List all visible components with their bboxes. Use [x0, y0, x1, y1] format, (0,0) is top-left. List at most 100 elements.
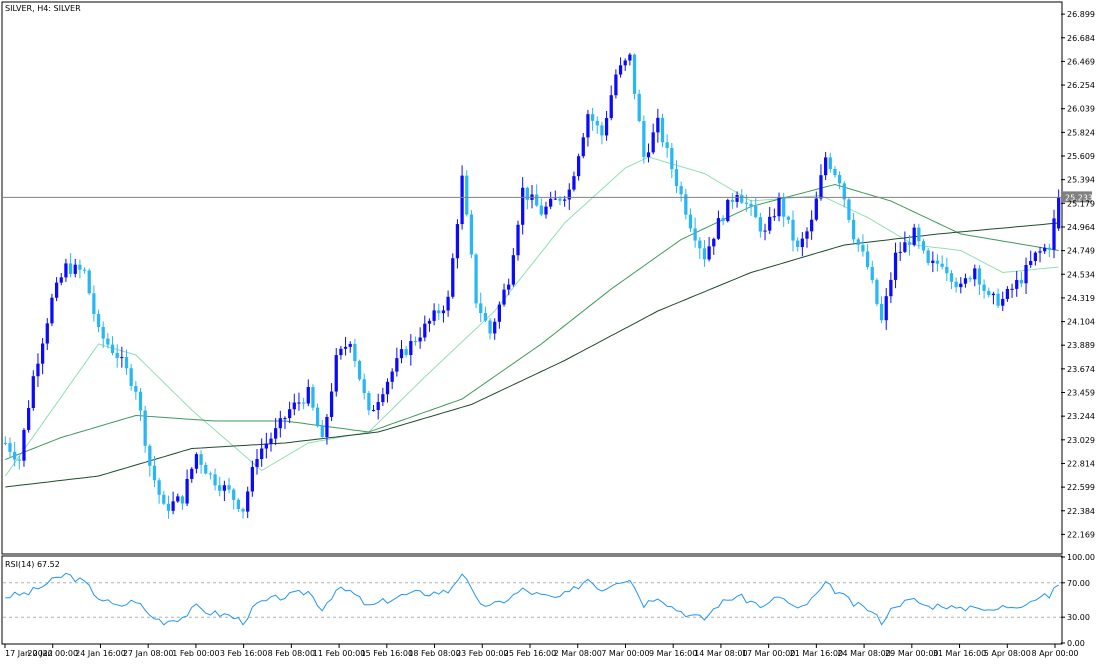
- candle-body: [656, 117, 660, 133]
- candle-body: [996, 293, 1000, 306]
- candle-body: [208, 473, 213, 475]
- candle-body: [343, 346, 348, 349]
- candle-body: [973, 268, 977, 280]
- candle-body: [926, 250, 930, 264]
- candle-body: [628, 54, 632, 61]
- candle-body: [357, 361, 362, 380]
- candle-body: [45, 323, 49, 344]
- candle-body: [110, 344, 115, 353]
- candle-body: [385, 381, 390, 395]
- time-tick-label: 27 Jan 08:00: [123, 649, 174, 658]
- candle-body: [325, 416, 329, 437]
- candle-body: [59, 277, 63, 283]
- candle-body: [395, 358, 399, 372]
- candle-body: [544, 206, 548, 215]
- candle-body: [907, 242, 912, 245]
- candle-body: [17, 459, 21, 461]
- candle-body: [642, 121, 646, 158]
- candle-body: [176, 496, 180, 502]
- candle-body: [1038, 251, 1042, 253]
- candle-body: [549, 198, 553, 207]
- candle-body: [1001, 298, 1005, 306]
- candle-body: [390, 371, 394, 382]
- time-tick-label: 8 Feb 08:00: [268, 649, 315, 658]
- candle-body: [40, 343, 45, 364]
- time-tick-label: 7 Mar 00:00: [601, 649, 649, 658]
- candle-body: [432, 310, 436, 321]
- rsi-title: RSI(14) 67.52: [5, 560, 60, 569]
- candle-body: [600, 125, 604, 136]
- candle-body: [218, 485, 222, 491]
- candle-body: [148, 445, 152, 466]
- candle-body: [27, 407, 31, 430]
- candle-body: [278, 418, 282, 429]
- price-tick-label: 23.029: [1067, 436, 1095, 445]
- candle-body: [861, 244, 865, 252]
- time-tick-label: 8 Apr 00:00: [1031, 649, 1078, 658]
- candle-body: [819, 175, 823, 199]
- time-tick-label: 29 Mar 00:00: [885, 649, 938, 658]
- candle-body: [665, 142, 669, 148]
- rsi-tick-label: 100.00: [1067, 553, 1095, 562]
- price-tick-label: 26.899: [1067, 10, 1095, 19]
- rsi-line: [5, 572, 1059, 626]
- time-tick-label: 15 Feb 16:00: [361, 649, 413, 658]
- candle-body: [660, 117, 665, 143]
- candle-body: [963, 278, 968, 284]
- candle-body: [684, 194, 688, 215]
- moving-averages: [4, 156, 1059, 488]
- time-tick-label: 18 Feb 08:00: [408, 649, 460, 658]
- candle-body: [129, 368, 133, 387]
- price-tick-label: 22.814: [1067, 459, 1095, 468]
- candle-body: [777, 197, 781, 217]
- candle-body: [1029, 260, 1033, 265]
- candle-body: [376, 402, 380, 410]
- candle-body: [329, 391, 334, 417]
- candle-body: [991, 293, 996, 296]
- candle-body: [1024, 264, 1028, 284]
- candle-body: [31, 376, 35, 408]
- candle-body: [306, 387, 310, 404]
- candle-body: [507, 284, 511, 290]
- candle-body: [688, 214, 693, 229]
- price-tick-label: 24.964: [1067, 223, 1095, 232]
- candle-body: [339, 348, 343, 356]
- candle-body: [437, 310, 441, 314]
- candle-body: [3, 443, 7, 444]
- candle-body: [371, 409, 376, 411]
- candle-body: [13, 451, 17, 460]
- candle-body: [469, 214, 474, 255]
- candle-body: [246, 491, 250, 512]
- candle-body: [758, 217, 763, 232]
- time-tick-label: 3 Feb 16:00: [220, 649, 267, 658]
- candle-body: [82, 269, 87, 271]
- time-tick-label: 21 Mar 16:00: [790, 649, 843, 658]
- candle-body: [68, 263, 73, 274]
- candle-body: [1052, 218, 1056, 250]
- candle-body: [367, 393, 371, 411]
- candle-body: [381, 394, 385, 403]
- candle-body: [865, 251, 870, 267]
- candle-body: [810, 219, 814, 232]
- candle-body: [879, 303, 884, 321]
- candle-body: [502, 289, 506, 305]
- candle-body: [698, 240, 702, 249]
- time-tick-label: 24 Jan 16:00: [75, 649, 126, 658]
- candle-body: [837, 175, 842, 184]
- time-tick-label: 2 Mar 08:00: [554, 649, 602, 658]
- candle-body: [194, 454, 199, 469]
- price-tick-label: 26.684: [1067, 34, 1095, 43]
- candle-body: [516, 224, 520, 256]
- candle-body: [912, 227, 916, 245]
- ma-mid-line: [5, 183, 1059, 460]
- candle-body: [982, 284, 986, 291]
- candle-body: [562, 199, 567, 201]
- candle-body: [455, 224, 460, 259]
- candle-body: [898, 251, 902, 253]
- main-pane-frame: [1, 1, 1063, 555]
- candle-body: [493, 321, 497, 334]
- candle-body: [632, 54, 637, 94]
- candle-body: [744, 202, 749, 204]
